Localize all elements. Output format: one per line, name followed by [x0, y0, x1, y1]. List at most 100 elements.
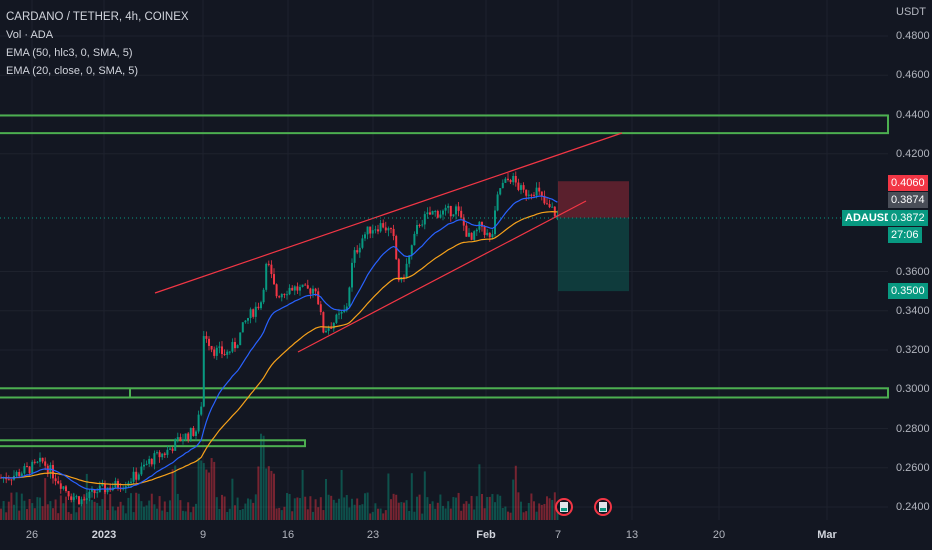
volume-bar — [322, 510, 325, 520]
volume-bar — [278, 507, 281, 520]
volume-bar — [117, 506, 119, 520]
candle-body — [52, 465, 54, 479]
volume-bar — [273, 473, 275, 520]
stop-price-label: 0.3500 — [888, 283, 928, 299]
volume-bar — [405, 500, 408, 520]
candle-body — [325, 330, 327, 333]
volume-bar — [31, 503, 34, 520]
volume-bar — [522, 512, 525, 520]
volume-bar — [434, 508, 437, 520]
volume-bar — [546, 496, 548, 520]
volume-bar — [111, 506, 114, 520]
candle-body — [213, 349, 216, 356]
candle-body — [462, 217, 465, 226]
volume-bars — [0, 433, 559, 520]
candle-body — [501, 182, 504, 189]
candle-body — [470, 232, 473, 240]
volume-bar — [189, 512, 192, 520]
volume-bar — [148, 500, 151, 520]
legend-ema50[interactable]: EMA (50, hlc3, 0, SMA, 5) — [6, 47, 133, 59]
candle-body — [546, 203, 548, 205]
candle-body — [15, 472, 18, 476]
volume-bar — [231, 478, 234, 520]
candle-body — [423, 214, 426, 225]
candle-body — [176, 437, 179, 440]
volume-bar — [0, 508, 2, 520]
candle-body — [304, 284, 307, 286]
candle-body — [231, 342, 234, 352]
candle-body — [416, 224, 418, 234]
volume-bar — [83, 494, 86, 520]
candle-body — [494, 210, 496, 235]
candle-body — [91, 489, 93, 492]
volume-bar — [249, 499, 252, 520]
candle-body — [163, 453, 166, 455]
candle-body — [436, 211, 439, 218]
volume-bar — [449, 508, 452, 520]
volume-bar — [72, 493, 75, 520]
volume-bar — [88, 498, 91, 520]
candle-body — [208, 338, 210, 346]
candle-body — [371, 230, 374, 234]
candle-body — [507, 178, 509, 180]
volume-bar — [179, 500, 182, 520]
candle-body — [520, 185, 522, 190]
candle-body — [444, 207, 447, 211]
volume-bar — [5, 512, 8, 520]
volume-bar — [200, 460, 203, 520]
candle-body — [374, 229, 377, 231]
legend-symbol-title[interactable]: CARDANO / TETHER, 4h, COINEX — [6, 11, 189, 23]
volume-bar — [517, 492, 520, 520]
candle-body — [215, 347, 218, 356]
volume-bar — [533, 501, 535, 520]
candle-body — [439, 214, 442, 218]
volume-bar — [462, 503, 465, 520]
volume-bar — [392, 493, 395, 520]
candle-body — [296, 286, 299, 291]
legend-volume[interactable]: Vol · ADA — [6, 29, 54, 41]
candle-body — [153, 453, 156, 465]
volume-bar — [234, 505, 236, 520]
candle-body — [23, 466, 26, 474]
volume-bar — [215, 497, 218, 520]
event-marker-doc — [599, 502, 607, 512]
volume-bar — [114, 510, 117, 520]
target-area — [558, 181, 629, 218]
volume-bar — [192, 506, 195, 520]
candle-body — [158, 452, 161, 458]
candle-body — [184, 433, 187, 440]
candle-body — [340, 312, 343, 314]
candle-body — [512, 175, 515, 183]
volume-bar — [535, 511, 538, 520]
legend-ema20[interactable]: EMA (20, close, 0, SMA, 5) — [6, 65, 139, 77]
volume-bar — [306, 509, 309, 520]
candle-body — [499, 188, 502, 195]
candle-body — [96, 492, 99, 494]
time-tick-label: Mar — [817, 529, 837, 541]
volume-bar — [260, 433, 262, 520]
candle-body — [195, 431, 197, 436]
volume-bar — [283, 506, 286, 520]
event-marker-band — [600, 508, 606, 511]
candle-body — [7, 479, 10, 481]
candle-body — [36, 461, 39, 463]
candle-body — [447, 205, 450, 208]
candle-body — [530, 194, 533, 196]
candle-body — [335, 314, 338, 323]
candle-body — [405, 263, 408, 279]
volume-bar — [49, 501, 52, 520]
candle-body — [533, 194, 535, 196]
volume-bar — [327, 494, 330, 520]
volume-bar — [353, 504, 356, 520]
volume-bar — [20, 493, 23, 520]
volume-bar — [150, 493, 153, 520]
volume-bar — [408, 510, 411, 520]
volume-bar — [358, 505, 361, 520]
volume-bar — [210, 458, 213, 520]
volume-bar — [286, 493, 288, 520]
candle-body — [377, 229, 379, 232]
candle-body — [330, 327, 333, 329]
candle-body — [78, 496, 80, 505]
last-price-label: 0.3872 — [888, 210, 928, 226]
